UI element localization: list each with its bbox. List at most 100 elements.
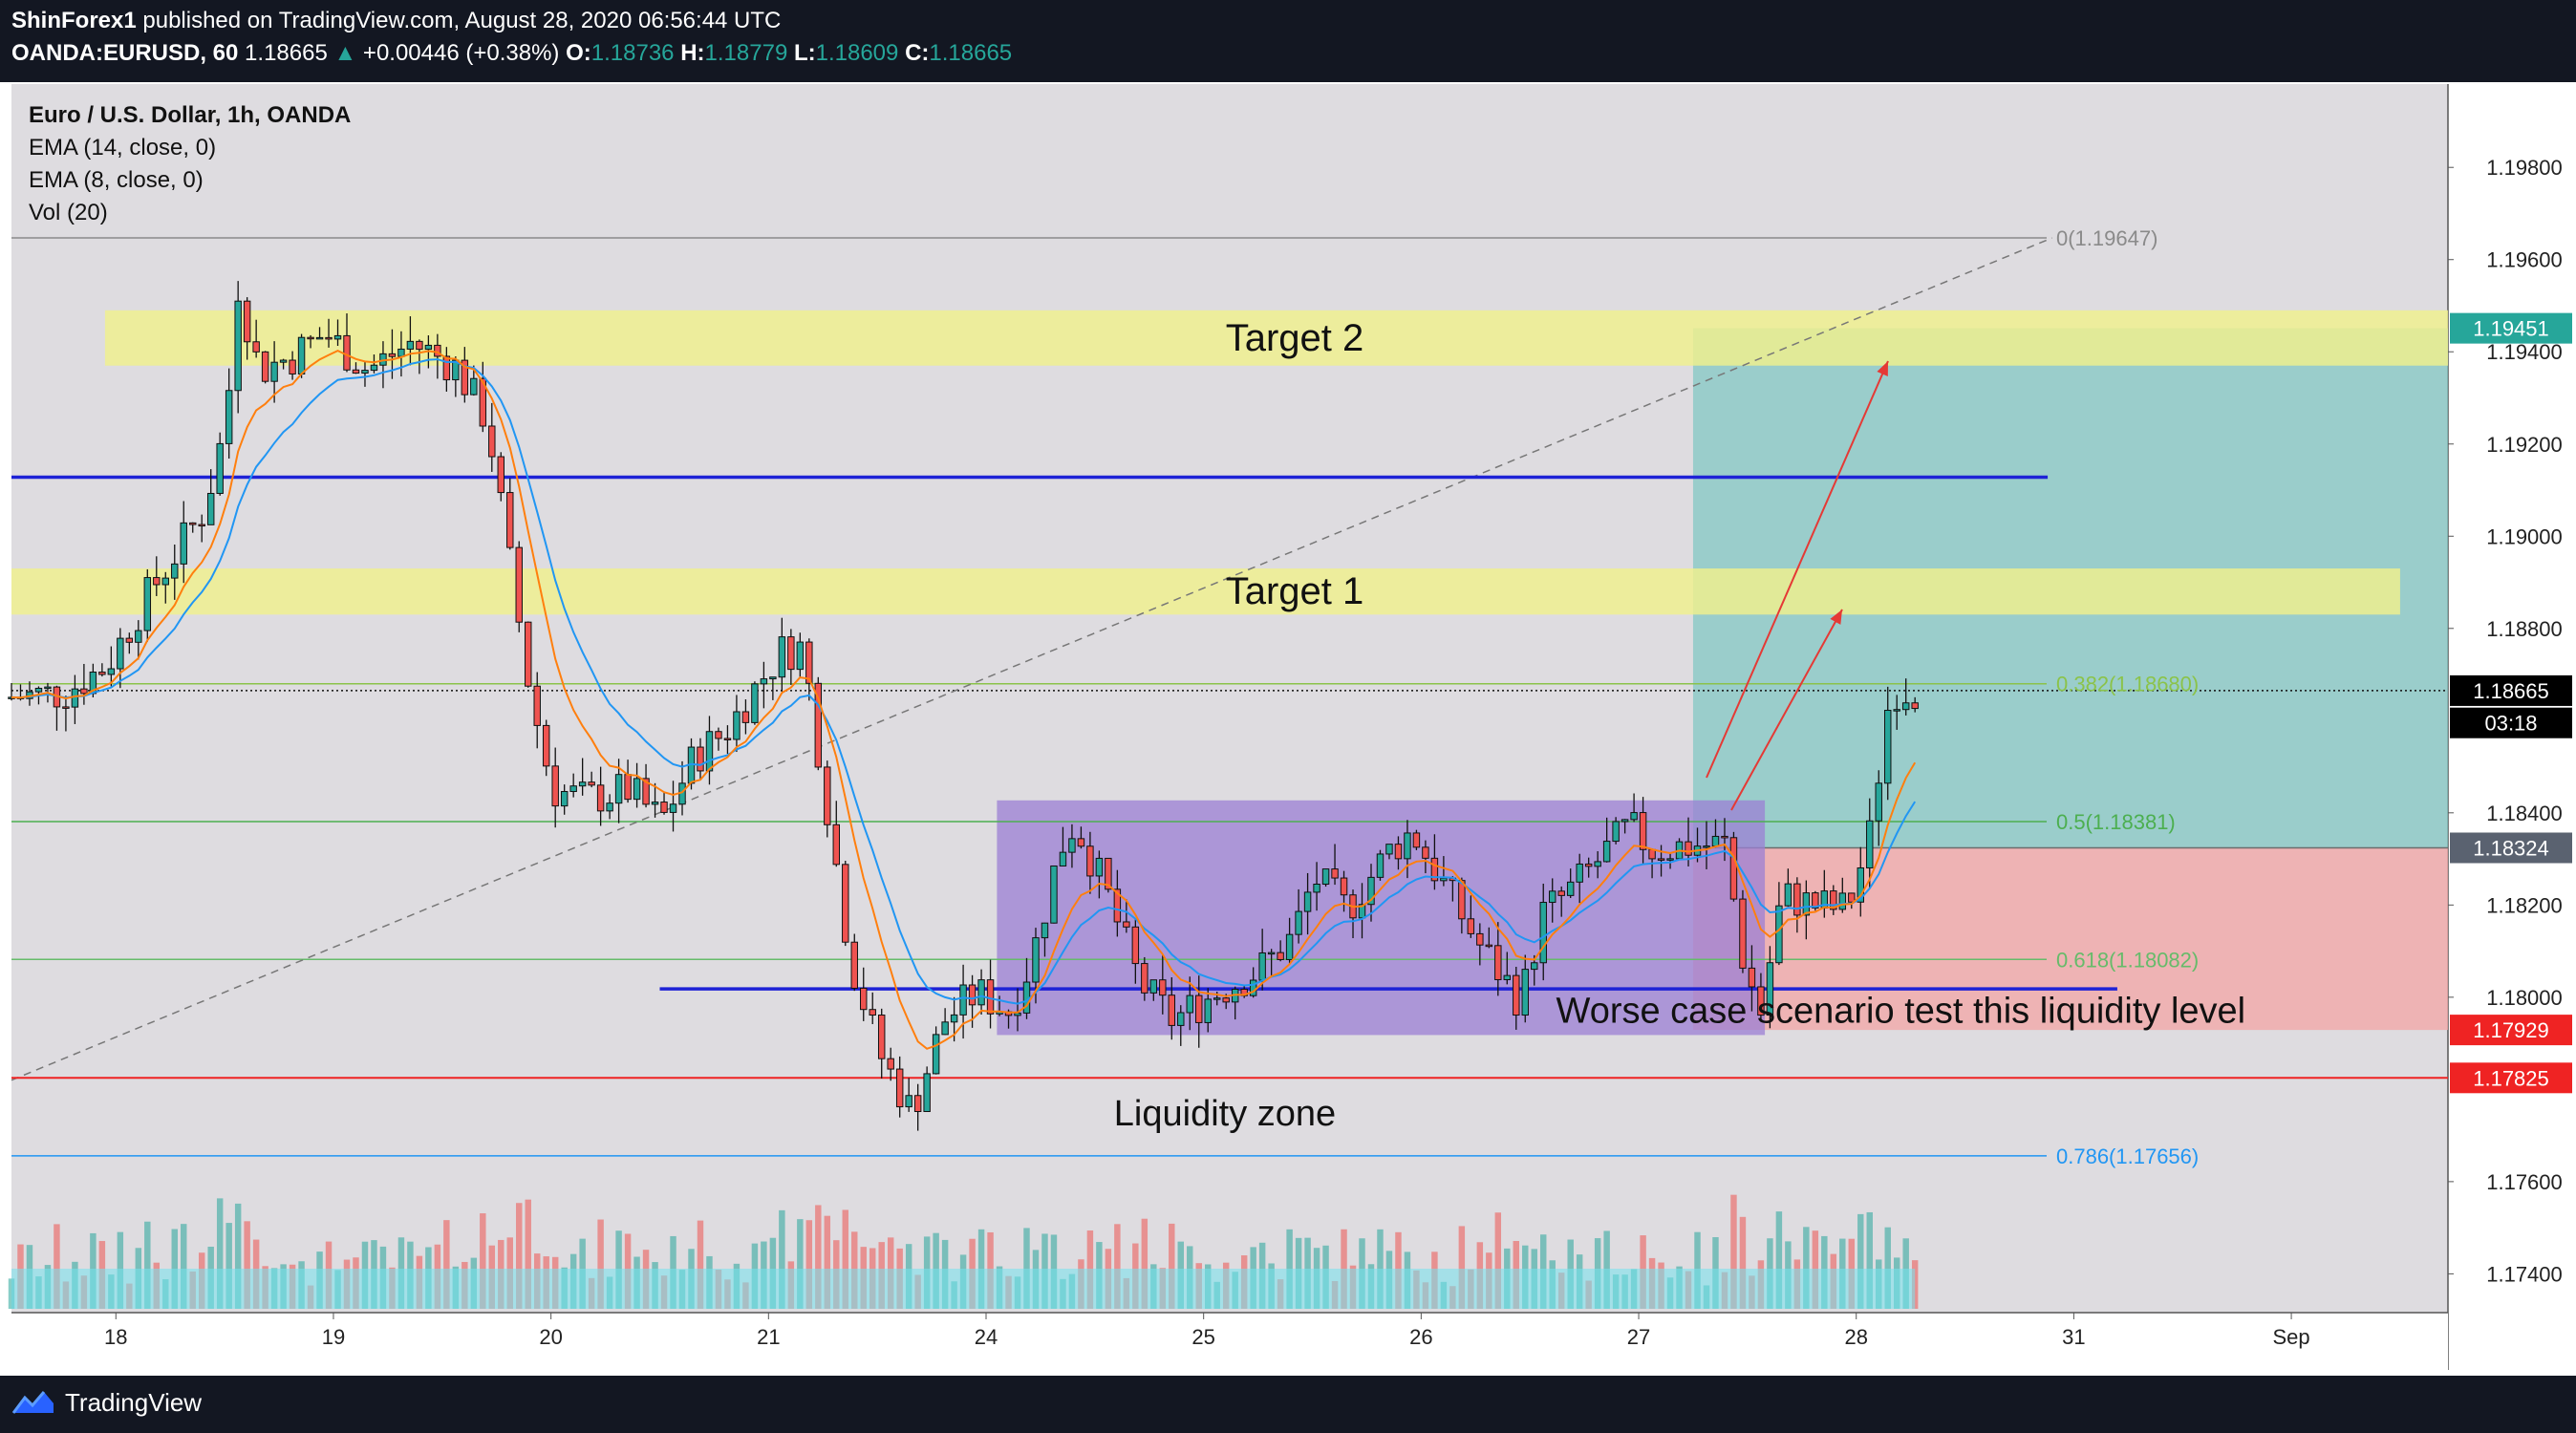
candle-body xyxy=(1331,868,1339,879)
candle-body xyxy=(125,637,134,643)
candle-body xyxy=(343,334,351,371)
close-value: 1.18665 xyxy=(929,40,1013,66)
candle-body xyxy=(406,340,415,350)
candle-body xyxy=(71,688,79,708)
candle-body xyxy=(1385,844,1393,855)
candle-body xyxy=(1703,845,1710,848)
candle-body xyxy=(1050,865,1058,924)
candle-body xyxy=(697,746,704,772)
candle-body xyxy=(1775,905,1783,964)
candle-body xyxy=(1584,863,1593,867)
candle-body xyxy=(959,984,967,1016)
volume-bar xyxy=(1884,1227,1891,1309)
candle-body xyxy=(80,688,88,695)
candle-body xyxy=(1086,845,1094,877)
candle-body xyxy=(1321,868,1330,885)
candle-body xyxy=(633,778,641,801)
candle-body xyxy=(1149,979,1158,994)
fib-level-label: 0.382(1.18680) xyxy=(2056,673,2199,696)
candle-body xyxy=(905,1095,912,1108)
volume-bar xyxy=(1803,1227,1810,1309)
candle-body xyxy=(171,563,179,579)
high-value: 1.18779 xyxy=(704,40,788,66)
candle-body xyxy=(62,706,70,709)
candle-body xyxy=(1739,898,1747,969)
x-tick-label: 21 xyxy=(757,1325,780,1349)
price-tag-label: 1.19451 xyxy=(2473,317,2549,341)
x-tick-label: 24 xyxy=(975,1325,998,1349)
candle-body xyxy=(1440,877,1448,882)
liquidity-zone-label: Liquidity zone xyxy=(1114,1094,1336,1134)
candle-body xyxy=(1340,877,1348,896)
candle-body xyxy=(1195,995,1203,1023)
candle-body xyxy=(1277,952,1284,960)
symbol-label[interactable]: OANDA:EURUSD, 60 xyxy=(11,40,239,66)
target-zone-2 xyxy=(11,568,2400,615)
candle-body xyxy=(416,340,423,351)
volume-bar xyxy=(842,1209,848,1309)
publisher-name[interactable]: ShinForex1 xyxy=(11,8,137,33)
last-price: 1.18665 xyxy=(245,40,328,66)
candle-body xyxy=(660,802,668,813)
candle-body xyxy=(1376,853,1385,878)
candle-body xyxy=(1404,832,1411,860)
volume-bar xyxy=(54,1224,60,1309)
candle-body xyxy=(388,353,397,357)
y-tick-label: 1.18200 xyxy=(2486,893,2563,917)
candle-body xyxy=(733,711,741,740)
candle-body xyxy=(1412,832,1421,848)
candle-body xyxy=(1566,881,1575,896)
candle-body xyxy=(189,522,197,525)
price-tag xyxy=(2450,312,2572,344)
candle-body xyxy=(1258,952,1266,981)
candle-body xyxy=(913,1095,922,1112)
candle-body xyxy=(588,781,595,786)
projection-arrow xyxy=(1706,360,1889,779)
tradingview-brand: TradingView xyxy=(65,1387,203,1417)
candle-body xyxy=(243,300,251,343)
candle-body xyxy=(1430,857,1439,882)
candle-body xyxy=(877,1015,886,1059)
y-tick-label: 1.19800 xyxy=(2486,156,2563,180)
candle-body xyxy=(1830,890,1837,910)
candle-body xyxy=(1721,835,1728,839)
candle-body xyxy=(1594,861,1601,867)
volume-bar xyxy=(480,1213,486,1309)
volume-bar xyxy=(815,1205,822,1309)
candle-body xyxy=(1303,891,1312,912)
candle-body xyxy=(1901,702,1910,711)
time-axis-background xyxy=(11,1313,2448,1370)
candle-body xyxy=(279,359,288,363)
candle-body xyxy=(551,765,559,807)
open-value: 1.18736 xyxy=(590,40,675,66)
candle-body xyxy=(1866,820,1874,868)
volume-bar xyxy=(597,1219,604,1309)
candle-body xyxy=(1576,863,1583,883)
candle-body xyxy=(1467,918,1475,934)
fib-trend-line xyxy=(11,237,2052,1081)
candle-body xyxy=(1612,821,1620,843)
fib-level-label: 0(1.19647) xyxy=(2056,226,2157,250)
candle-body xyxy=(1123,921,1130,928)
price-chart[interactable]: Target 2 Target 1 Liquidity zone 0(1.19647)… xyxy=(0,0,2576,1376)
volume-bar xyxy=(1114,1224,1121,1309)
candle-body xyxy=(1313,883,1320,893)
candle-body xyxy=(252,341,260,353)
y-tick-label: 1.19400 xyxy=(2486,340,2563,364)
change-arrow-icon: ▲ xyxy=(333,40,357,66)
y-tick-label: 1.17600 xyxy=(2486,1170,2563,1194)
x-tick-label: 25 xyxy=(1191,1325,1214,1349)
candle-body xyxy=(1458,880,1466,920)
x-tick-label: 28 xyxy=(1844,1325,1867,1349)
candle-body xyxy=(787,636,795,671)
x-tick-label: 31 xyxy=(2062,1325,2085,1349)
volume-bar xyxy=(216,1198,224,1309)
candle-body xyxy=(307,336,314,340)
candle-body xyxy=(1068,838,1076,853)
tradingview-logo[interactable]: TradingView xyxy=(11,1383,202,1422)
candle-body xyxy=(1105,857,1112,890)
price-tag xyxy=(2450,832,2572,864)
candle-body xyxy=(117,637,124,670)
arrow-head-icon xyxy=(1877,361,1888,376)
candle-body xyxy=(44,686,52,690)
